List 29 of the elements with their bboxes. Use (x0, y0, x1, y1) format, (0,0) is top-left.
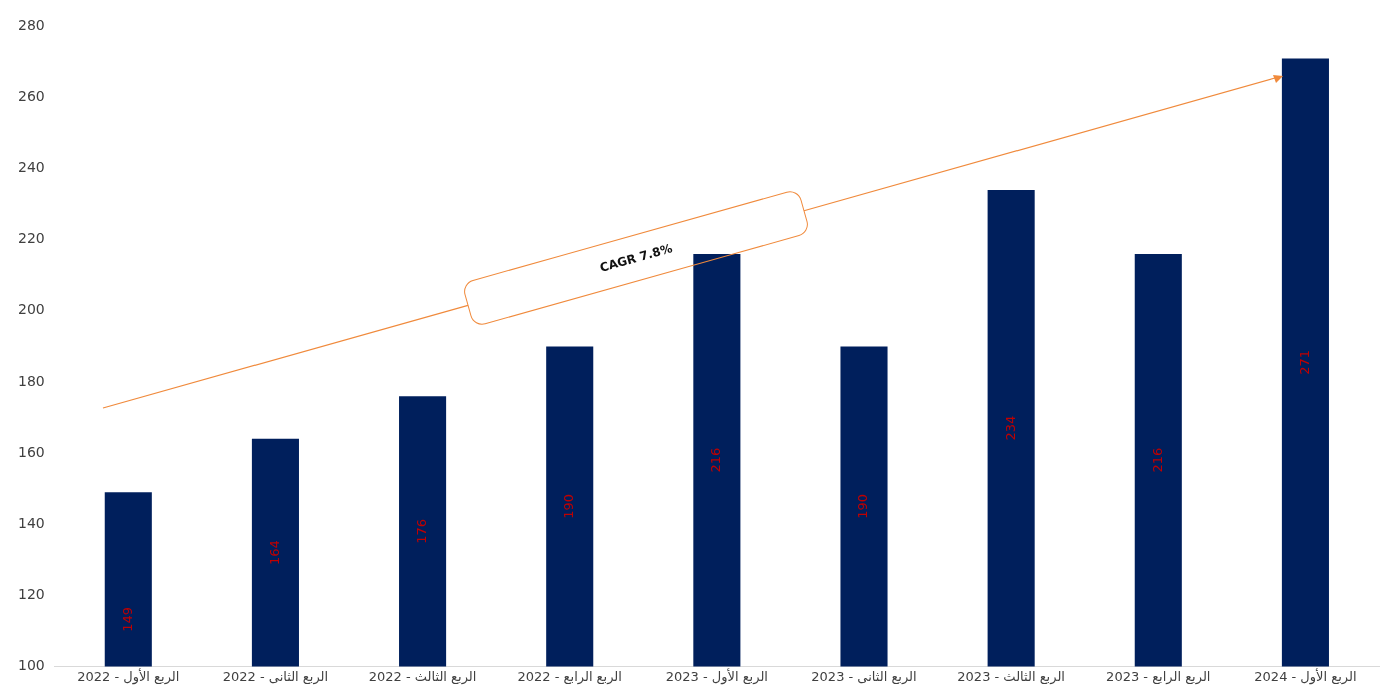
x-tick-label: الربع الرابع - 2023 (1106, 668, 1211, 685)
x-tick-label: الربع الأول - 2024 (1254, 667, 1357, 685)
data-label: 149 (119, 606, 135, 632)
y-tick-label: 140 (17, 514, 45, 531)
x-tick-label: الربع الأول - 2022 (77, 667, 180, 685)
data-label: 164 (266, 540, 282, 566)
data-label: 216 (1149, 447, 1165, 473)
data-label: 271 (1296, 349, 1312, 375)
y-tick-label: 280 (17, 17, 45, 34)
x-tick-label: الربع الثالث - 2023 (957, 668, 1065, 685)
x-tick-label: الربع الرابع - 2022 (517, 668, 622, 685)
data-label: 234 (1002, 415, 1018, 441)
data-label: 190 (855, 493, 871, 519)
y-tick-label: 240 (17, 159, 45, 176)
y-tick-label: 180 (17, 372, 45, 389)
data-label: 176 (413, 518, 429, 544)
y-tick-label: 160 (17, 443, 45, 460)
data-label: 216 (708, 447, 724, 473)
x-tick-label: الربع الثانى - 2022 (222, 668, 329, 685)
y-tick-label: 100 (17, 657, 45, 674)
x-tick-label: الربع الثانى - 2023 (811, 668, 917, 685)
annotation: CAGR 7.8% (598, 241, 674, 275)
data-label: 190 (561, 493, 577, 519)
y-tick-label: 120 (17, 585, 45, 602)
x-tick-label: الربع الأول - 2023 (665, 667, 768, 685)
y-tick-label: 260 (17, 88, 45, 105)
y-tick-label: 220 (17, 230, 45, 247)
y-tick-label: 200 (17, 301, 45, 318)
x-tick-label: الربع الثالث - 2022 (368, 668, 477, 685)
